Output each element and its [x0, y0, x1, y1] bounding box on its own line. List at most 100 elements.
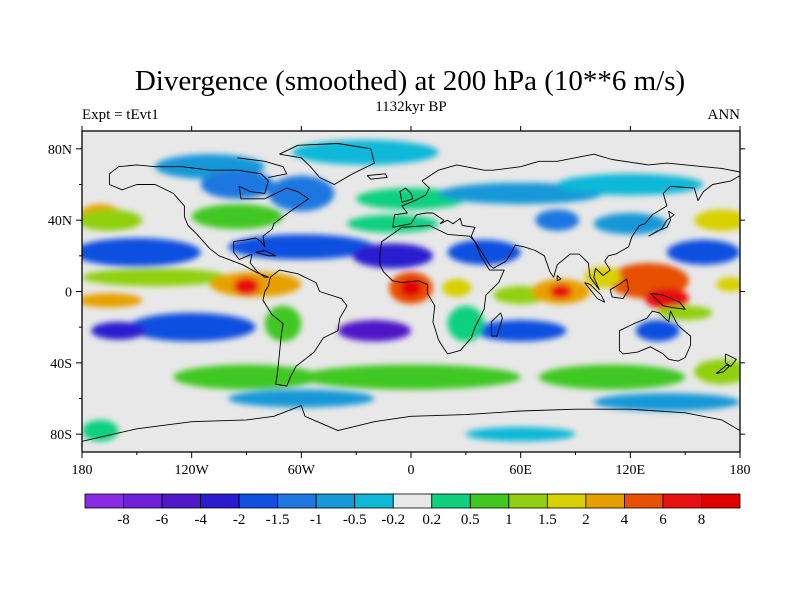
field-region-47 — [82, 419, 119, 442]
colorbar-box-3 — [200, 493, 240, 509]
subtitle-left: Expt = tEvt1 — [82, 107, 159, 123]
divergence-field — [82, 139, 740, 442]
coastline-japan — [648, 210, 675, 237]
y-tick-label-3: 40S — [50, 357, 72, 372]
colorbar-label-6: -0.5 — [343, 512, 367, 528]
colorbar-box-16 — [701, 493, 741, 509]
x-axis: 180 120W 60W 0 60E 120E 180 — [72, 126, 751, 478]
colorbar-label-2: -4 — [194, 512, 207, 528]
subtitle-center: 1132kyr BP — [375, 99, 447, 115]
field-region-39 — [447, 305, 485, 342]
x-tick-label-4: 60E — [509, 463, 532, 478]
coastline-british-isles — [399, 187, 414, 203]
field-region-41 — [301, 364, 521, 390]
coastline-new-zealand-south — [715, 364, 730, 374]
field-region-13 — [535, 209, 580, 231]
field-region-45 — [228, 389, 375, 408]
colorbar-box-10 — [469, 493, 510, 509]
field-region-42 — [173, 364, 320, 390]
coastline-greenland-strait — [237, 157, 288, 178]
y-tick-label-4: 80S — [50, 428, 72, 443]
colorbar-label-10: 1 — [505, 512, 513, 528]
field-region-9 — [191, 204, 284, 230]
field-region-10 — [347, 214, 439, 233]
field-region-48 — [465, 427, 576, 442]
colorbar: -8 -6 -4 -2 -1.5 -1 -0.5 -0.2 0.2 0.5 1 1.5 2 4 6 8 — [84, 493, 741, 528]
colorbar-box-15 — [662, 493, 702, 509]
field-region-12 — [593, 213, 667, 235]
field-region-27 — [549, 284, 572, 299]
coastline-sumatra — [584, 282, 606, 303]
subtitle-right: ANN — [708, 107, 741, 123]
coastline-madagascar — [490, 312, 503, 337]
colorbar-label-12: 2 — [582, 512, 590, 528]
x-tick-label-1: 120W — [175, 463, 210, 478]
coastline-cuba — [255, 250, 277, 257]
colorbar-box-14 — [624, 493, 664, 509]
colorbar-box-6 — [315, 493, 356, 509]
colorbar-label-14: 6 — [659, 512, 667, 528]
colorbar-label-3: -2 — [233, 512, 246, 528]
field-region-16 — [352, 243, 433, 269]
colorbar-label-4: -1.5 — [266, 512, 290, 528]
field-region-29 — [644, 287, 689, 310]
field-region-19 — [82, 268, 229, 287]
field-region-8 — [82, 209, 143, 231]
colorbar-label-5: -1 — [310, 512, 323, 528]
colorbar-box-0 — [84, 493, 124, 509]
field-region-31 — [82, 293, 143, 308]
colorbar-box-13 — [585, 493, 625, 509]
colorbar-label-7: -0.2 — [381, 512, 405, 528]
colorbar-label-8: 0.2 — [422, 512, 441, 528]
field-region-35 — [337, 320, 412, 342]
colorbar-box-9 — [431, 493, 471, 509]
colorbar-box-12 — [546, 493, 587, 509]
field-region-24 — [442, 279, 472, 297]
field-region-21 — [233, 277, 260, 296]
colorbar-label-11: 1.5 — [538, 512, 557, 528]
coastline-new-guinea — [650, 292, 686, 310]
colorbar-box-2 — [161, 493, 201, 509]
field-region-36 — [474, 320, 567, 342]
y-tick-label-1: 40N — [48, 214, 72, 229]
coastline-sri-lanka — [556, 275, 562, 282]
colorbar-box-7 — [354, 493, 394, 509]
x-tick-label-3: 0 — [408, 463, 415, 478]
colorbar-box-11 — [508, 493, 548, 509]
field-region-4 — [356, 188, 466, 210]
field-region-6 — [557, 173, 704, 196]
x-tick-label-0: 180 — [72, 463, 93, 478]
colorbar-label-9: 0.5 — [461, 512, 480, 528]
colorbar-label-1: -6 — [156, 512, 169, 528]
colorbar-label-15: 8 — [698, 512, 706, 528]
coastline-new-zealand — [724, 353, 737, 367]
field-region-0 — [292, 139, 439, 165]
chart-title: Divergence (smoothed) at 200 hPa (10**6 … — [135, 65, 685, 97]
colorbar-box-5 — [277, 493, 317, 509]
coastline-eurasia — [392, 153, 740, 291]
colorbar-box-1 — [123, 493, 163, 509]
field-region-37 — [635, 320, 680, 342]
x-tick-label-6: 180 — [730, 463, 751, 478]
field-region-15 — [228, 234, 375, 260]
coastlines — [82, 143, 740, 442]
colorbar-box-8 — [392, 493, 433, 509]
field-region-11 — [694, 209, 740, 231]
field-region-17 — [447, 239, 521, 265]
field-region-40 — [657, 305, 713, 321]
x-tick-label-5: 120E — [616, 463, 646, 478]
map-plot-area — [82, 131, 740, 452]
field-region-33 — [127, 312, 256, 342]
field-region-14 — [82, 238, 201, 267]
coastline-africa — [379, 225, 505, 355]
field-region-34 — [91, 321, 146, 340]
colorbar-box-4 — [238, 493, 279, 509]
y-tick-label-2: 0 — [65, 286, 72, 301]
x-tick-label-2: 60W — [288, 463, 316, 478]
y-tick-label-0: 80N — [48, 143, 72, 158]
field-region-23 — [400, 279, 422, 297]
field-region-2 — [200, 170, 274, 199]
field-region-3 — [268, 175, 335, 212]
field-region-46 — [593, 393, 740, 411]
